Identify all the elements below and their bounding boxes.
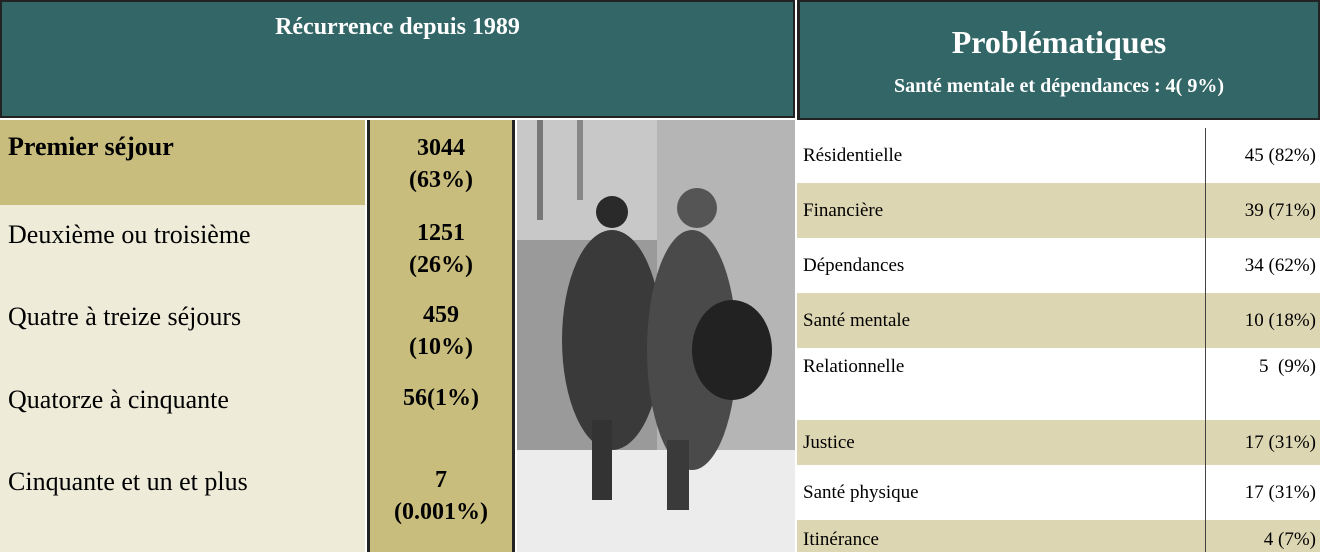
row-label: Dépendances	[797, 238, 1205, 293]
row-value: 17 (31%)	[1205, 465, 1320, 520]
row-label: Financière	[797, 183, 1205, 238]
row-label: Santé physique	[797, 465, 1205, 520]
row-label: Justice	[797, 420, 1205, 465]
row-label: Relationnelle	[797, 348, 1205, 420]
row-value: 17 (31%)	[1205, 420, 1320, 465]
row-value: 3044(63%)	[367, 120, 515, 205]
right-header: Problématiques Santé mentale et dépendan…	[797, 0, 1320, 120]
page: Récurrence depuis 1989 Problématiques Sa…	[0, 0, 1320, 552]
row-value: 56(1%)	[367, 370, 515, 452]
row-value: 10 (18%)	[1205, 293, 1320, 348]
row-label: Cinquante et un et plus	[0, 452, 365, 552]
right-title: Problématiques	[800, 2, 1318, 61]
row-value: 5 (9%)	[1205, 348, 1320, 420]
value-line: 56(1%)	[370, 382, 512, 414]
row-label: Quatre à treize séjours	[0, 287, 365, 370]
left-header: Récurrence depuis 1989	[0, 0, 795, 118]
row-label: Premier séjour	[0, 120, 365, 205]
row-value: 1251(26%)	[367, 205, 515, 287]
value-line: (0.001%)	[370, 496, 512, 528]
value-line: (10%)	[370, 331, 512, 363]
row-value: 45 (82%)	[1205, 128, 1320, 183]
row-value: 7(0.001%)	[367, 452, 515, 552]
row-value: 39 (71%)	[1205, 183, 1320, 238]
right-subtitle: Santé mentale et dépendances : 4( 9%)	[800, 61, 1318, 98]
value-line: 7	[370, 464, 512, 496]
row-label: Deuxième ou troisième	[0, 205, 365, 287]
value-line: 459	[370, 299, 512, 331]
row-value: 34 (62%)	[1205, 238, 1320, 293]
photo	[517, 120, 795, 552]
row-value: 4 (7%)	[1205, 520, 1320, 552]
row-label: Santé mentale	[797, 293, 1205, 348]
value-line: 1251	[370, 217, 512, 249]
value-line: 3044	[370, 132, 512, 164]
left-title: Récurrence depuis 1989	[2, 2, 793, 41]
row-value: 459(10%)	[367, 287, 515, 370]
value-line: (26%)	[370, 249, 512, 281]
row-label: Itinérance	[797, 520, 1205, 552]
value-line: (63%)	[370, 164, 512, 196]
row-label: Résidentielle	[797, 128, 1205, 183]
row-label: Quatorze à cinquante	[0, 370, 365, 452]
